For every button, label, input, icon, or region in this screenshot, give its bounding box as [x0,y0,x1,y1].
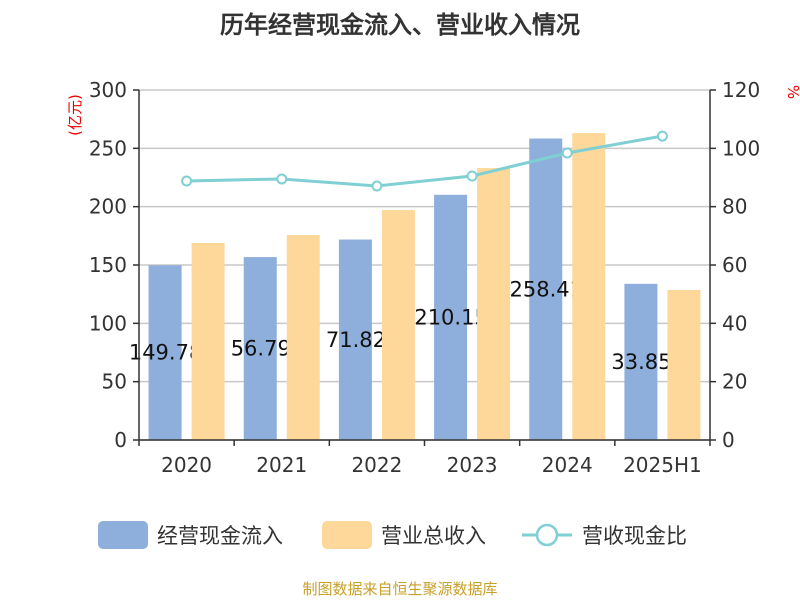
left-axis-unit: (亿元) [66,94,84,136]
ratio-line [186,134,663,188]
bar-cash-inflow [529,138,563,440]
right-tick-label: 120 [722,78,760,102]
ratio-point [656,130,668,142]
bar-revenue [572,133,606,441]
legend-label: 经营现金流入 [157,524,283,548]
bar-data-label: 258.41 [510,277,583,301]
chart-title: 历年经营现金流入、营业收入情况 [220,11,580,39]
left-tick-label: 150 [89,253,127,277]
ratio-point [466,170,478,182]
left-tick-label: 300 [89,78,127,102]
bar-revenue [667,289,701,440]
legend-marker-ratio [535,523,559,547]
legend-label: 营业总收入 [381,524,486,548]
ratio-point [181,175,193,187]
bar-revenue [191,242,225,440]
source-note: 制图数据来自恒生聚源数据库 [302,580,497,598]
right-tick-label: 40 [722,311,747,335]
x-tick-label: 2022 [351,453,402,477]
bar-data-label: 33.85 [611,350,671,374]
bar-revenue [286,235,320,440]
right-tick-label: 0 [722,428,735,452]
right-tick-label: 60 [722,253,747,277]
bar-cash-inflow [243,257,277,440]
right-axis-unit: % [784,85,800,99]
ratio-point [561,147,573,159]
legend-swatch-cash-inflow [98,521,148,549]
left-tick-label: 100 [89,311,127,335]
left-tick-label: 250 [89,136,127,160]
bar-cash-inflow [624,283,658,440]
bar-data-label: 149.78 [129,341,202,365]
bar-cash-inflow [148,265,182,440]
x-tick-label: 2024 [542,453,593,477]
bar-cash-inflow [434,194,468,440]
bar-revenue [477,168,511,441]
x-tick-label: 2023 [447,453,498,477]
x-tick-label: 2020 [161,453,212,477]
bar-data-label: 71.82 [326,328,386,352]
x-tick-label: 2021 [256,453,307,477]
ratio-point [371,180,383,192]
bar-data-label: 56.79 [231,337,291,361]
legend-label: 营收现金比 [582,524,687,548]
right-tick-label: 100 [722,136,760,160]
ratio-point [276,173,288,185]
bar-cash-inflow [338,239,372,440]
left-tick-label: 50 [102,370,127,394]
left-tick-label: 200 [89,195,127,219]
left-tick-label: 0 [114,428,127,452]
bar-data-label: 210.15 [414,305,487,329]
right-tick-label: 20 [722,370,747,394]
bar-revenue [381,210,415,440]
right-tick-label: 80 [722,195,747,219]
legend-swatch-revenue [322,521,372,549]
x-tick-label: 2025H1 [623,453,702,477]
